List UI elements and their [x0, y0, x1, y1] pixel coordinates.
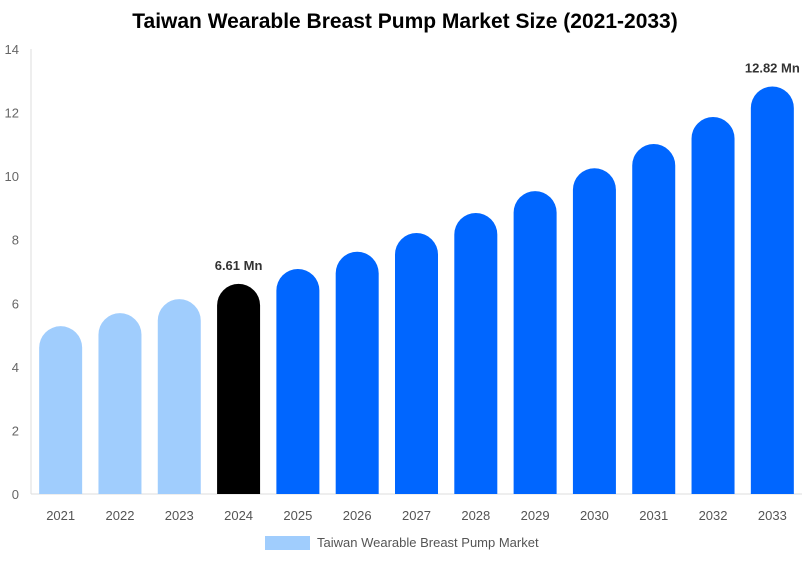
- chart-title: Taiwan Wearable Breast Pump Market Size …: [132, 10, 678, 33]
- y-tick-label: 14: [5, 42, 19, 57]
- y-tick-label: 6: [12, 296, 19, 311]
- x-tick-label: 2029: [521, 508, 550, 523]
- y-tick-label: 10: [5, 169, 19, 184]
- x-tick-label: 2030: [580, 508, 609, 523]
- bar-2029: [513, 191, 557, 494]
- bar-2026: [335, 251, 379, 494]
- y-tick-label: 8: [12, 233, 19, 248]
- y-tick-label: 2: [12, 423, 19, 438]
- legend-label: Taiwan Wearable Breast Pump Market: [317, 535, 539, 550]
- bar-2022: [98, 313, 142, 494]
- bar-2027: [395, 233, 438, 494]
- x-tick-label: 2023: [165, 508, 194, 523]
- bar-2032: [691, 117, 735, 494]
- legend[interactable]: Taiwan Wearable Breast Pump Market: [265, 535, 539, 550]
- x-tick-label: 2022: [106, 508, 135, 523]
- bar-2030: [572, 168, 616, 495]
- x-tick-label: 2026: [343, 508, 372, 523]
- bar-2024: [217, 283, 261, 494]
- x-tick-label: 2028: [461, 508, 490, 523]
- bar-2023: [157, 299, 201, 494]
- y-tick-label: 12: [5, 106, 19, 121]
- bar-2033: [750, 86, 794, 494]
- x-tick-label: 2031: [639, 508, 668, 523]
- x-tick-label: 2033: [758, 508, 787, 523]
- bar-2028: [454, 213, 498, 495]
- y-tick-label: 4: [12, 360, 19, 375]
- y-tick-label: 0: [12, 487, 19, 502]
- x-tick-label: 2032: [699, 508, 728, 523]
- bar-2025: [276, 268, 320, 494]
- x-tick-label: 2024: [224, 508, 253, 523]
- x-tick-label: 2025: [283, 508, 312, 523]
- x-tick-label: 2021: [46, 508, 75, 523]
- data-label: 12.82 Mn: [745, 61, 800, 76]
- bar-2031: [632, 144, 676, 494]
- x-tick-label: 2027: [402, 508, 431, 523]
- data-label: 6.61 Mn: [215, 258, 263, 273]
- bar-2021: [39, 326, 83, 494]
- legend-swatch: [265, 535, 310, 550]
